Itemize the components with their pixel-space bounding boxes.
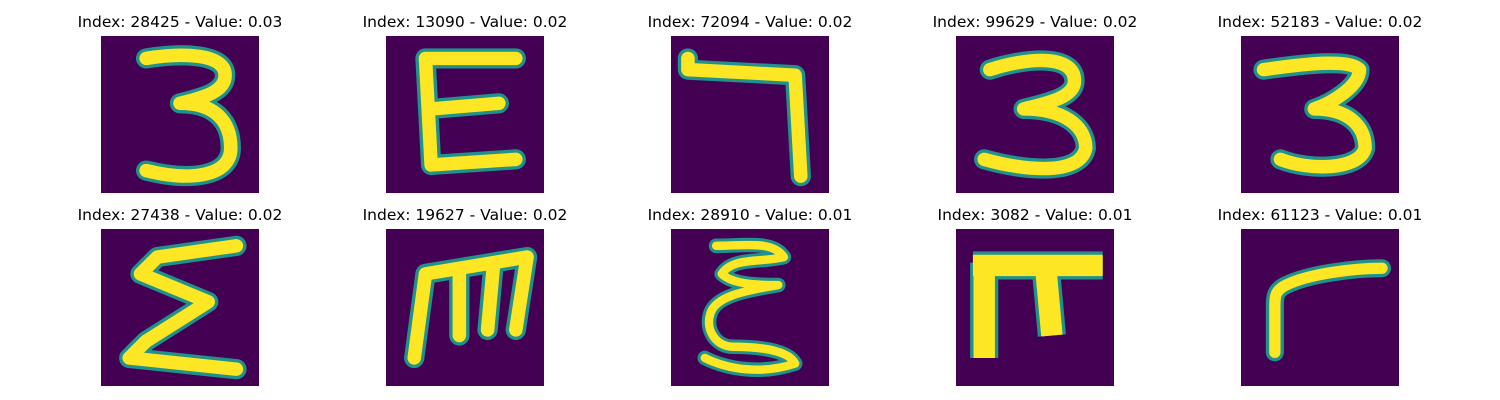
panel-title-8: Index: 28910 - Value: 0.01 [647,206,853,224]
image-panel-2: Index: 13090 - Value: 0.02 [355,11,575,193]
image-panel-10: Index: 61123 - Value: 0.01 [1210,204,1430,386]
image-panel-3: Index: 72094 - Value: 0.02 [640,11,860,193]
panel-title-3: Index: 72094 - Value: 0.02 [647,13,853,31]
panel-title-2: Index: 13090 - Value: 0.02 [362,13,568,31]
image-panel-6: Index: 27438 - Value: 0.02 [70,204,290,386]
letter-epsilon-image [386,36,544,193]
image-panel-1: Index: 28425 - Value: 0.03 [70,11,290,193]
image-panel-5: Index: 52183 - Value: 0.02 [1210,11,1430,193]
image-panel-9: Index: 3082 - Value: 0.01 [925,204,1145,386]
digit-three-image [1241,36,1399,193]
gamma-like-image [1241,229,1399,386]
image-panel-4: Index: 99629 - Value: 0.02 [925,11,1145,193]
image-panel-8: Index: 28910 - Value: 0.01 [640,204,860,386]
panel-title-5: Index: 52183 - Value: 0.02 [1217,13,1423,31]
pi-like-image [956,229,1114,386]
image-panel-7: Index: 19627 - Value: 0.02 [355,204,575,386]
m-like-image [386,229,544,386]
panel-title-10: Index: 61123 - Value: 0.01 [1217,206,1423,224]
panel-title-6: Index: 27438 - Value: 0.02 [77,206,283,224]
digit-three-image [956,36,1114,193]
panel-title-7: Index: 19627 - Value: 0.02 [362,206,568,224]
epsilon-like-image [671,229,829,386]
digit-three-image [101,36,259,193]
panel-title-1: Index: 28425 - Value: 0.03 [77,13,283,31]
panel-title-9: Index: 3082 - Value: 0.01 [937,206,1133,224]
panel-title-4: Index: 99629 - Value: 0.02 [932,13,1138,31]
seven-like-image [671,36,829,193]
sigma-like-image [101,229,259,386]
